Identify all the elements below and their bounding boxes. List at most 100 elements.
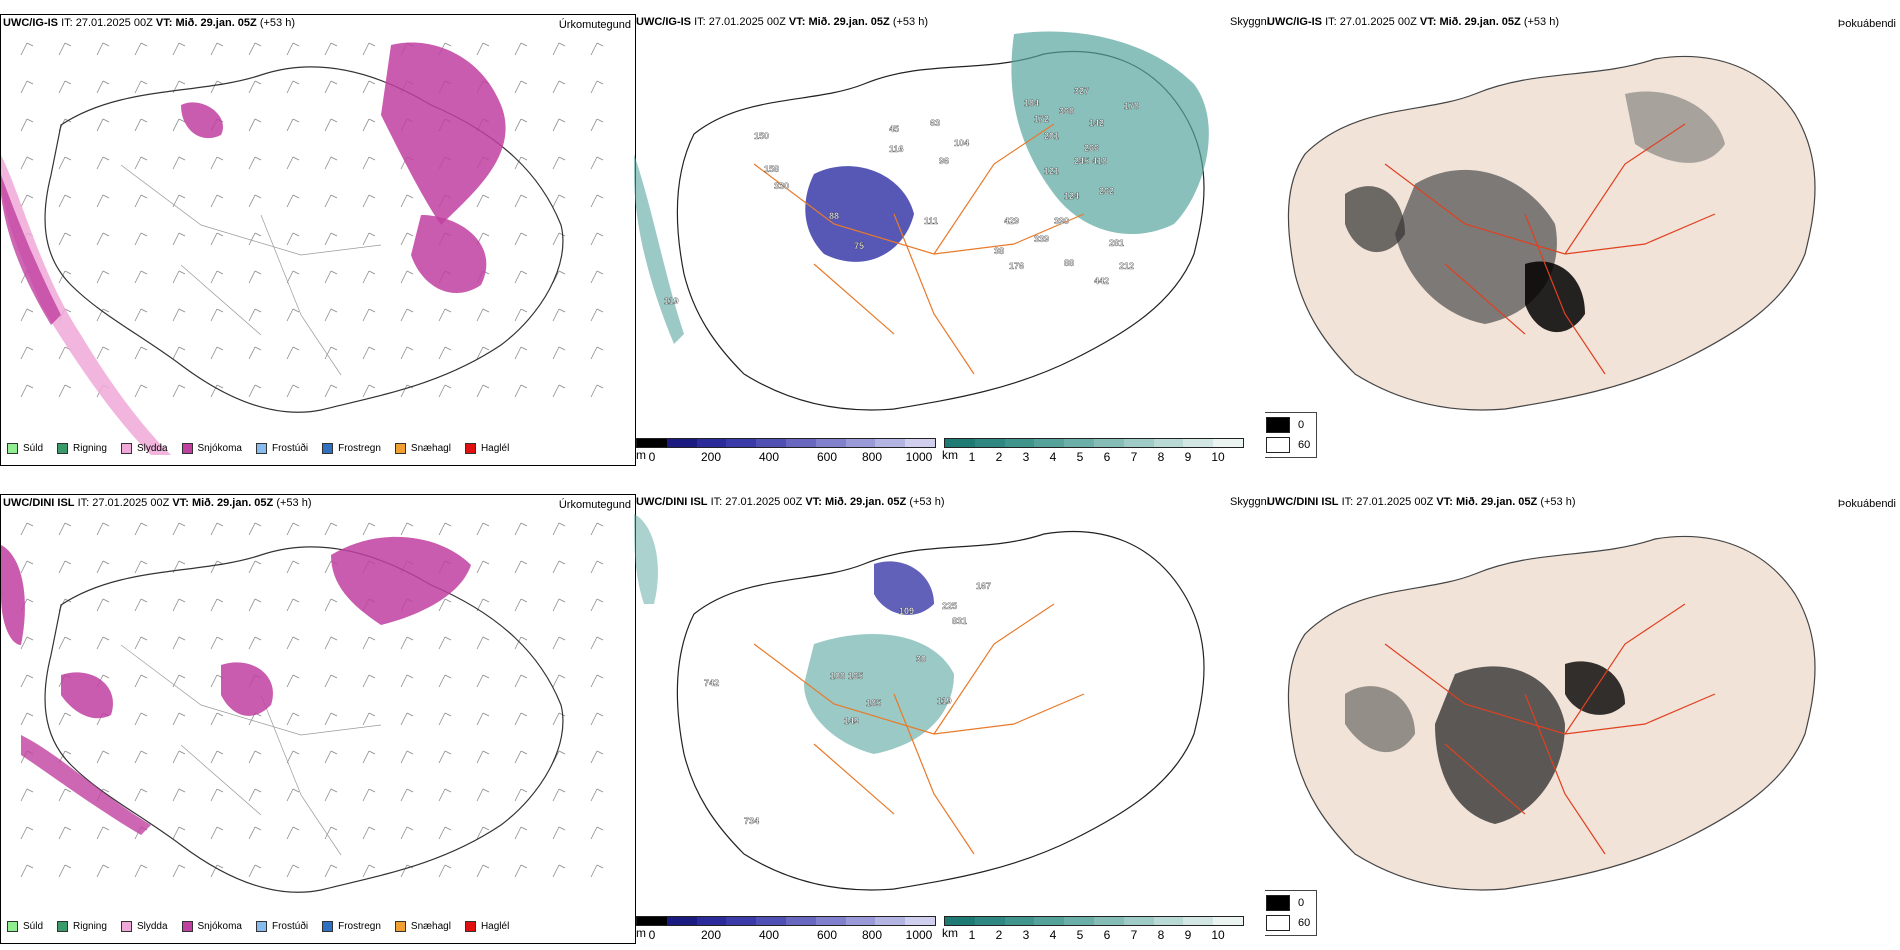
legend-item-snaehagl: Snæhagl: [394, 443, 451, 454]
wind-barb: [362, 674, 370, 688]
wind-barb-flag: [140, 674, 148, 679]
wind-barb-flag: [596, 522, 604, 527]
wind-barb-flag: [558, 864, 566, 869]
wind-barb: [514, 674, 522, 688]
wind-barb: [210, 80, 218, 94]
colorbar-cell: [1183, 917, 1214, 925]
wind-barbs: [20, 522, 604, 878]
wind-barb: [248, 750, 256, 764]
wind-barb-flag: [216, 308, 224, 313]
legend-swatch: [7, 921, 18, 932]
wind-barb: [552, 674, 560, 688]
wind-barb-flag: [26, 864, 34, 869]
legend-item-snaehagl: Snæhagl: [394, 921, 451, 932]
wind-barb-flag: [216, 522, 224, 527]
precip-map: [1, 42, 604, 455]
it-label: IT:: [1325, 16, 1337, 28]
colorbar-tick: 2: [995, 928, 1003, 942]
legend-item-rigning: Rigning: [57, 921, 107, 932]
wind-barb-flag: [330, 712, 338, 717]
wind-barb-flag: [102, 308, 110, 313]
wind-barb-flag: [330, 42, 338, 47]
wind-barb: [476, 636, 484, 650]
wind-barb-flag: [64, 270, 72, 275]
wind-barb-flag: [330, 232, 338, 237]
wind-barb: [514, 42, 522, 56]
colorbar-cells: [944, 438, 1244, 448]
wind-barb-flag: [26, 80, 34, 85]
legend-item-sudl: Súld: [7, 443, 43, 454]
fog-panel-bottom: UWC/DINI ISL IT: 27.01.2025 00Z VT: Mið.…: [1265, 494, 1900, 944]
wind-barb: [362, 194, 370, 208]
wind-barb-flag: [292, 346, 300, 351]
legend-swatch: [1266, 417, 1290, 433]
wind-barb: [20, 788, 28, 802]
wind-barb-flag: [482, 864, 490, 869]
wind-barb-flag: [140, 80, 148, 85]
wind-barb: [96, 270, 104, 284]
wind-barb: [210, 308, 218, 322]
wind-barb-flag: [368, 80, 376, 85]
wind-barb-flag: [140, 270, 148, 275]
colorbar-tick: 10: [1211, 928, 1225, 942]
fog-title: Þokuábendi: [1837, 18, 1896, 30]
wind-barb-flag: [26, 674, 34, 679]
wind-barb: [438, 864, 446, 878]
colorbar-cell: [1093, 917, 1124, 925]
visibility-colorbar: km 1 2 3 4 5 6 7 8 9 10: [942, 438, 1244, 464]
wind-barb: [20, 346, 28, 360]
colorbar-tick: 800: [861, 450, 883, 464]
cloud-base-label: 75: [854, 241, 864, 251]
wind-barb: [324, 346, 332, 360]
wind-barb-flag: [254, 346, 262, 351]
wind-barb: [438, 712, 446, 726]
wind-barb-flag: [558, 788, 566, 793]
wind-barb: [172, 384, 180, 398]
colorbar-cell: [637, 439, 667, 447]
wind-barb-flag: [216, 270, 224, 275]
cloud-base-label: 88: [1064, 258, 1074, 268]
wind-barb-flag: [216, 194, 224, 199]
wind-barb: [552, 308, 560, 322]
iceland-outline: [44, 546, 564, 893]
colorbar-tick: 800: [861, 928, 883, 942]
it-label: IT:: [61, 17, 73, 29]
wind-barb: [286, 788, 294, 802]
wind-barb-flag: [368, 270, 376, 275]
wind-barb-flag: [292, 864, 300, 869]
wind-barb: [476, 674, 484, 688]
wind-barb-flag: [102, 864, 110, 869]
wind-barb-flag: [140, 712, 148, 717]
wind-barb: [248, 560, 256, 574]
wind-barb-flag: [596, 788, 604, 793]
wind-barb-flag: [102, 194, 110, 199]
wind-barb: [362, 864, 370, 878]
wind-barb: [96, 598, 104, 612]
vt-value: Mið. 29.jan. 05Z: [808, 16, 890, 28]
wind-barb: [514, 636, 522, 650]
wind-barb: [438, 598, 446, 612]
legend-swatch: [57, 443, 69, 454]
wind-barb: [248, 118, 256, 132]
wind-barb-flag: [368, 308, 376, 313]
wind-barb: [362, 788, 370, 802]
it-value: 27.01.2025 00Z: [725, 496, 803, 508]
legend-swatch: [120, 921, 132, 932]
low-visibility-central: [804, 634, 954, 754]
wind-barb: [476, 712, 484, 726]
wind-barb: [438, 384, 446, 398]
precip-panel-top: UWC/IG-IS IT: 27.01.2025 00Z VT: Mið. 29…: [0, 14, 636, 466]
cloud-base-label: 45: [889, 124, 899, 134]
wind-barb-flag: [102, 674, 110, 679]
fog-area-central: [1395, 169, 1557, 324]
precip-title: Úrkomutegund: [558, 19, 631, 31]
wind-barb-flag: [330, 598, 338, 603]
wind-barb-flag: [102, 346, 110, 351]
cloud-base-label: 734: [744, 816, 759, 826]
colorbar-cell: [1153, 439, 1184, 447]
wind-barb-flag: [596, 750, 604, 755]
wind-barb-flag: [140, 346, 148, 351]
wind-barb: [96, 118, 104, 132]
lead-time: (+53 h): [1523, 16, 1559, 28]
wind-barb: [324, 522, 332, 536]
